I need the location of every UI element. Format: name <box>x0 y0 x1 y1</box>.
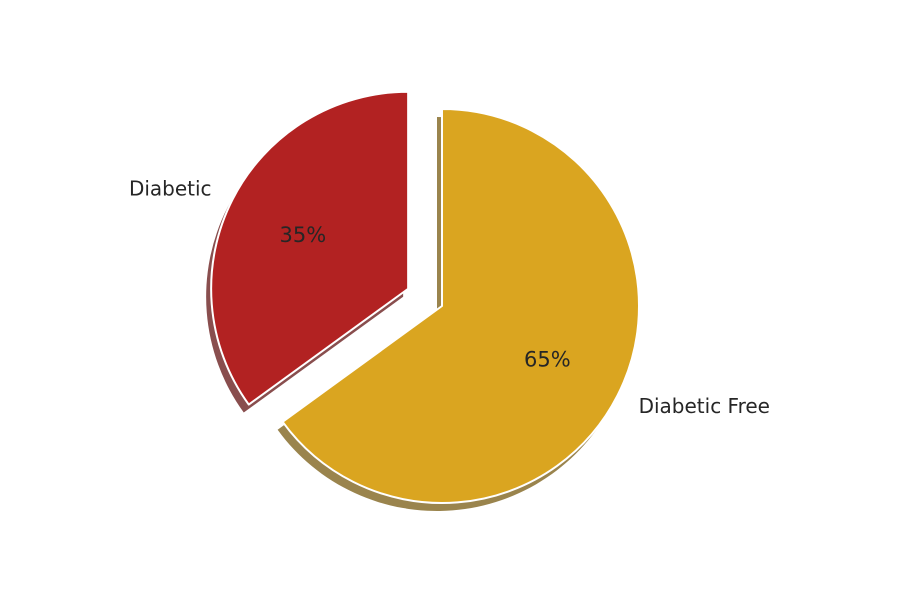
percent-label-diabetic-free: 65% <box>524 348 571 372</box>
category-label-diabetic: Diabetic <box>129 177 212 201</box>
wedge-diabetic-free <box>281 108 640 504</box>
wedge-diabetic <box>210 90 410 406</box>
percent-label-diabetic: 35% <box>279 223 326 247</box>
label-layer: 65% Diabetic Free 35% Diabetic <box>129 177 770 419</box>
wedge-layer <box>210 90 640 504</box>
category-label-diabetic-free: Diabetic Free <box>639 394 770 418</box>
